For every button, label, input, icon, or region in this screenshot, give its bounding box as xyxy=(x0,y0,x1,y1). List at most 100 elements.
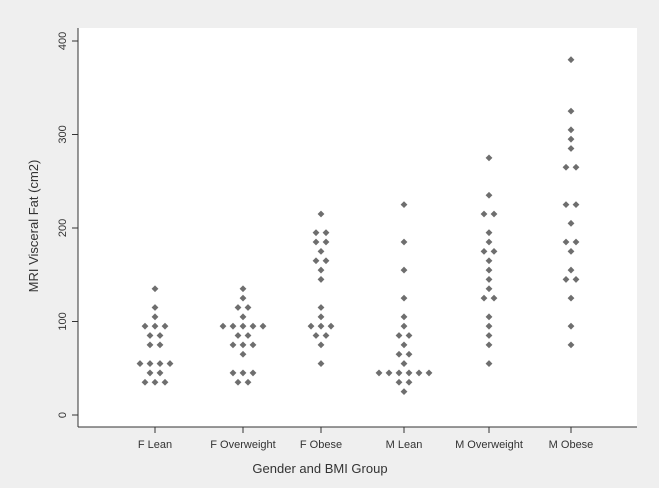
data-point xyxy=(317,341,325,349)
data-point xyxy=(485,191,493,199)
data-point xyxy=(567,294,575,302)
data-point xyxy=(405,350,413,358)
data-point xyxy=(567,135,575,143)
data-point xyxy=(480,294,488,302)
y-tick-label: 100 xyxy=(57,312,69,330)
data-point xyxy=(249,341,257,349)
data-point xyxy=(480,210,488,218)
data-point xyxy=(322,257,330,265)
data-point xyxy=(485,266,493,274)
y-tick-label: 300 xyxy=(57,125,69,143)
data-point xyxy=(234,304,242,311)
data-point xyxy=(156,332,164,339)
data-point xyxy=(400,360,408,367)
data-point xyxy=(485,257,493,265)
data-point xyxy=(567,341,575,349)
data-point xyxy=(490,210,498,218)
data-point xyxy=(317,313,325,321)
x-tick-label: F Obese xyxy=(300,439,342,451)
data-point xyxy=(490,294,498,302)
data-point xyxy=(317,266,325,274)
data-point xyxy=(322,229,330,237)
data-point xyxy=(151,313,159,321)
data-point xyxy=(562,276,570,283)
data-point xyxy=(312,229,320,237)
data-point xyxy=(405,332,413,339)
data-point xyxy=(317,210,325,218)
x-tick-label: M Obese xyxy=(549,439,594,451)
data-point xyxy=(567,145,575,152)
y-tick-label: 400 xyxy=(57,32,69,50)
data-point xyxy=(327,322,335,330)
data-point xyxy=(244,332,252,339)
data-point xyxy=(562,163,570,171)
y-tick-label: 200 xyxy=(57,219,69,237)
data-point xyxy=(567,126,575,134)
data-point xyxy=(229,369,237,377)
data-point xyxy=(400,201,408,209)
data-point xyxy=(151,304,159,311)
data-point xyxy=(375,369,383,377)
data-point xyxy=(425,369,433,377)
data-point xyxy=(161,378,169,386)
data-point xyxy=(567,247,575,255)
data-point xyxy=(400,388,408,396)
data-point xyxy=(146,369,154,377)
data-point xyxy=(234,332,242,339)
data-point xyxy=(317,276,325,283)
data-point xyxy=(239,294,247,302)
data-point xyxy=(485,322,493,330)
data-point xyxy=(239,285,247,293)
data-point xyxy=(572,276,580,283)
data-point xyxy=(572,201,580,209)
data-point xyxy=(136,360,144,367)
data-point xyxy=(244,378,252,386)
data-point xyxy=(156,341,164,349)
data-point xyxy=(485,229,493,237)
data-point xyxy=(567,322,575,330)
data-point xyxy=(156,360,164,367)
data-point xyxy=(141,322,149,330)
data-point xyxy=(161,322,169,330)
data-point xyxy=(312,257,320,265)
data-point xyxy=(572,163,580,171)
data-point xyxy=(239,313,247,321)
data-point xyxy=(405,369,413,377)
data-point xyxy=(317,322,325,330)
data-point xyxy=(400,341,408,349)
data-point xyxy=(146,360,154,367)
data-point xyxy=(229,322,237,330)
data-point xyxy=(485,238,493,246)
data-point xyxy=(249,322,257,330)
data-point xyxy=(322,238,330,246)
x-axis-title: Gender and BMI Group xyxy=(252,461,387,476)
data-point xyxy=(485,154,493,162)
data-point xyxy=(400,266,408,274)
data-point xyxy=(307,322,315,330)
data-point xyxy=(385,369,393,377)
data-point xyxy=(485,360,493,367)
data-point xyxy=(239,341,247,349)
data-point xyxy=(317,247,325,255)
data-point xyxy=(400,322,408,330)
x-tick-label: M Overweight xyxy=(455,439,523,451)
data-point xyxy=(166,360,174,367)
y-axis-title: MRI Visceral Fat (cm2) xyxy=(26,160,41,293)
y-tick-label: 0 xyxy=(57,412,69,418)
data-point xyxy=(229,341,237,349)
data-point xyxy=(567,56,575,64)
plot-background xyxy=(78,28,637,427)
data-point xyxy=(239,369,247,377)
data-point xyxy=(485,276,493,283)
data-point xyxy=(141,378,149,386)
data-point xyxy=(249,369,257,377)
data-point xyxy=(567,266,575,274)
data-point xyxy=(567,107,575,115)
data-point xyxy=(485,313,493,321)
data-point xyxy=(400,313,408,321)
data-point xyxy=(259,322,267,330)
data-point xyxy=(400,238,408,246)
data-point xyxy=(567,219,575,227)
data-point xyxy=(490,247,498,255)
